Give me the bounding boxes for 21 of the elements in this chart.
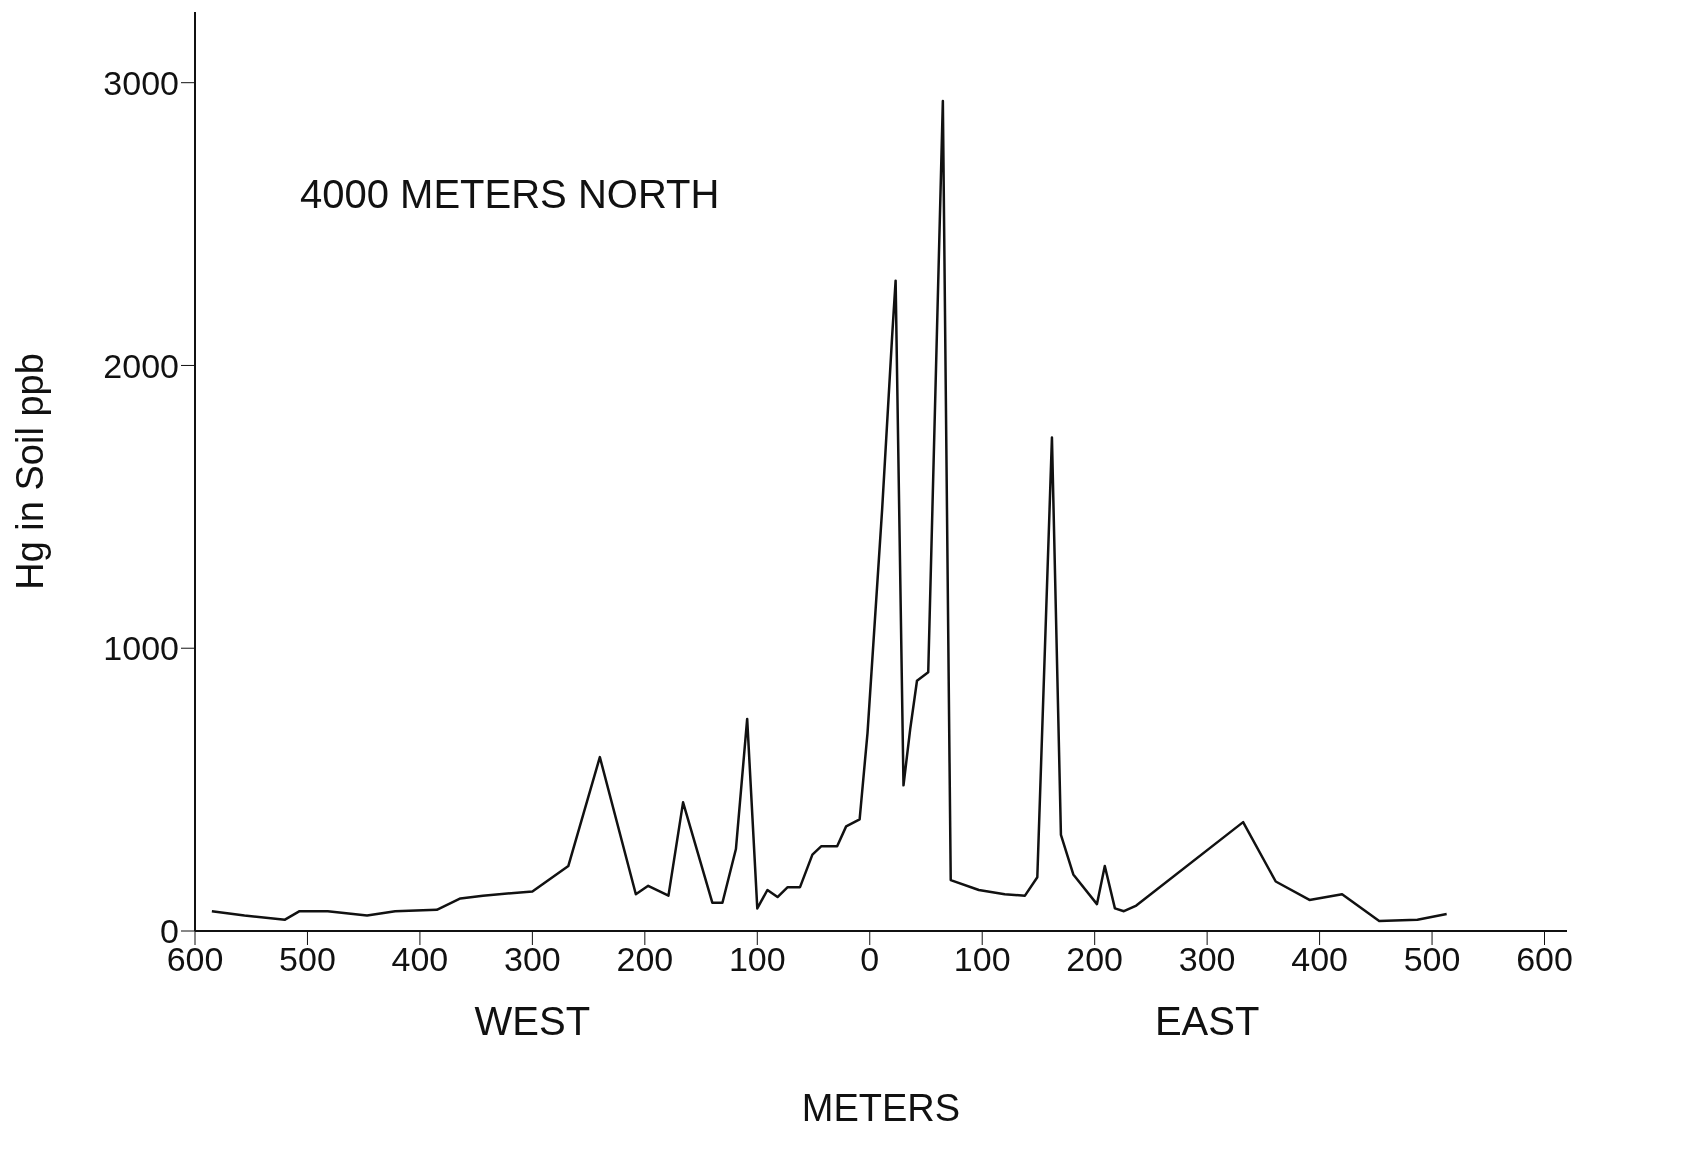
x-tick-label: 100	[728, 940, 786, 979]
x-tick-label: 500	[1403, 940, 1461, 979]
text: EAST	[1153, 999, 1261, 1044]
y-tick-label: 1000	[103, 629, 179, 668]
y-tick-label: 3000	[103, 63, 179, 102]
x-tick-label: 200	[1066, 940, 1124, 979]
x-axis-title: METERS	[801, 1087, 961, 1129]
annotation: 4000 METERS NORTH	[300, 172, 720, 217]
x-tick-label: 300	[1178, 940, 1236, 979]
x-tick-label: 0	[860, 940, 880, 979]
x-tick-label: 400	[1291, 940, 1348, 979]
x-tick-label: 400	[391, 940, 449, 979]
x-tick-label: 300	[504, 940, 561, 979]
text: WEST	[473, 999, 592, 1044]
x-tick-label: 600	[1516, 940, 1573, 979]
x-tick-label: 200	[616, 940, 674, 979]
x-tick-label: 100	[953, 940, 1011, 979]
y-tick-label: 2000	[103, 346, 179, 385]
y-axis-title: Hg in Soil ppb	[9, 353, 52, 590]
line-series	[210, 99, 1448, 923]
x-tick-label: 500	[279, 940, 336, 979]
